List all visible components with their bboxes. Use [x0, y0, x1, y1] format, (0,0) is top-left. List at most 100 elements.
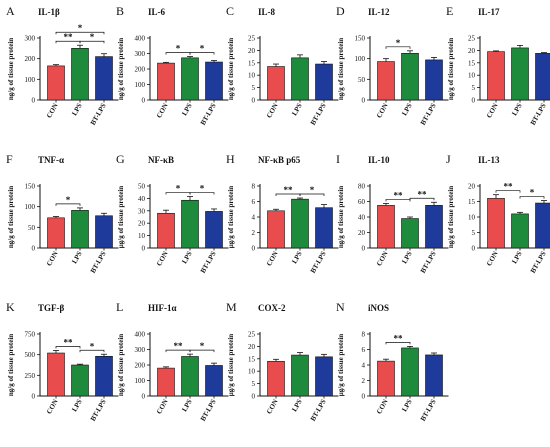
y-tick-label: 100 [25, 203, 36, 211]
panel-letter: J [446, 152, 451, 166]
y-tick-label: 500 [25, 351, 36, 359]
y-tick-label: 20 [138, 220, 146, 228]
y-axis-label: ng/g of tissue protein [7, 334, 15, 396]
bar-lps [511, 213, 529, 249]
significance-bracket [385, 199, 411, 202]
bar-bt-lps [95, 215, 113, 249]
y-tick-label: 300 [25, 35, 36, 43]
bar-con [377, 205, 395, 249]
y-axis-label: ng/g of tissue protein [117, 38, 125, 100]
bar-bt-lps [425, 205, 443, 249]
x-tick-label: CON [155, 250, 170, 267]
panel-title: IL-12 [368, 7, 390, 17]
x-tick-label: BT-LPS [89, 102, 108, 127]
y-tick-label: 15 [248, 355, 256, 363]
bar-lps [401, 218, 419, 249]
panel-title: iNOS [368, 303, 389, 313]
y-tick-label: 40 [358, 214, 366, 222]
x-tick-label: LPS [70, 102, 83, 117]
x-tick-label: LPS [400, 250, 413, 265]
bar-con [487, 51, 505, 101]
panel-letter: K [6, 300, 15, 314]
significance-label: * [176, 44, 181, 54]
panel-i: I IL-10 ng/g of tissue protein 0 20 40 60 80 CON… [336, 152, 449, 275]
y-tick-label: 0 [142, 97, 146, 105]
panel-g: G NF-κB μg/g of tissue protein 0 10 20 30 40 50 C… [116, 152, 229, 275]
y-tick-label: 30 [138, 207, 146, 215]
y-tick-label: 6 [252, 198, 256, 206]
y-tick-label: 0 [252, 245, 256, 253]
bar-lps [181, 356, 199, 397]
y-tick-label: 40 [138, 195, 146, 203]
y-tick-label: 15 [248, 59, 256, 67]
x-tick-label: BT-LPS [529, 102, 548, 127]
y-tick-label: 4 [252, 214, 256, 222]
y-axis-label: ng/g of tissue protein [447, 38, 455, 100]
significance-bracket [519, 196, 545, 199]
panel-letter: A [6, 4, 15, 18]
panel-j: J IL-13 ng/g of tissue protein 0 5 10 15 20 CON L… [446, 152, 550, 275]
y-tick-label: 400 [135, 35, 146, 43]
x-tick-label: LPS [70, 398, 83, 413]
y-tick-label: 5 [252, 380, 256, 388]
y-axis-label: μg/g of tissue protein [337, 334, 345, 396]
x-tick-label: CON [375, 250, 390, 267]
bar-lps [71, 364, 89, 397]
bar-lps [181, 57, 199, 101]
significance-label: ** [394, 333, 404, 343]
y-tick-label: 0 [362, 393, 366, 401]
y-axis-label: ng/g of tissue protein [227, 38, 235, 100]
significance-bracket [385, 342, 411, 345]
significance-bracket [385, 46, 411, 49]
y-tick-label: 20 [248, 47, 256, 55]
bar-lps [181, 199, 199, 249]
bar-con [377, 360, 395, 397]
panel-title: NF-κB [148, 155, 174, 165]
y-tick-label: 20 [358, 229, 366, 237]
x-tick-label: CON [375, 398, 390, 415]
x-tick-label: BT-LPS [199, 102, 218, 127]
panel-title: TNF-α [38, 155, 64, 165]
significance-bracket [189, 52, 215, 55]
panel-letter: B [116, 4, 124, 18]
y-tick-label: 80 [358, 183, 366, 191]
panel-title: IL-13 [478, 155, 500, 165]
y-axis-label: ng/g of tissue protein [337, 38, 345, 100]
y-tick-label: 25 [248, 35, 256, 43]
bar-bt-lps [425, 59, 443, 101]
panel-letter: E [446, 4, 453, 18]
significance-bracket [409, 197, 435, 201]
y-tick-label: 100 [135, 377, 146, 385]
x-tick-label: CON [45, 398, 60, 415]
x-tick-label: BT-LPS [309, 398, 328, 423]
y-tick-label: 750 [25, 331, 36, 339]
y-tick-label: 100 [135, 81, 146, 89]
y-tick-label: 400 [135, 331, 146, 339]
y-axis-label: ng/g of tissue protein [7, 38, 15, 100]
x-tick-label: BT-LPS [309, 250, 328, 275]
y-tick-label: 0 [32, 97, 36, 105]
bar-con [157, 367, 175, 397]
x-tick-label: CON [155, 102, 170, 119]
significance-label: * [176, 184, 181, 194]
x-tick-label: CON [485, 250, 500, 267]
y-axis-label: ng/g of tissue protein [117, 334, 125, 396]
bar-bt-lps [425, 354, 443, 397]
panel-title: NF-κB p65 [258, 155, 301, 165]
significance-label: ** [504, 182, 514, 192]
x-tick-label: CON [45, 250, 60, 267]
panel-d: D IL-12 ng/g of tissue protein 0 50 100 150 CON… [336, 4, 449, 127]
bar-lps [291, 57, 309, 101]
y-tick-label: 0 [252, 97, 256, 105]
x-tick-label: BT-LPS [419, 250, 438, 275]
y-tick-label: 5 [472, 84, 476, 92]
panel-b: B IL-6 ng/g of tissue protein 0 100 200 300 400… [116, 4, 229, 127]
bar-lps [291, 198, 309, 249]
panel-k: K TGF-β ng/g of tissue protein 0 250 500 750 CO… [6, 300, 119, 423]
significance-bracket [189, 192, 215, 195]
bar-lps [511, 47, 529, 101]
y-tick-label: 0 [472, 245, 476, 253]
significance-bracket [79, 40, 105, 44]
significance-bracket [55, 346, 81, 349]
bar-bt-lps [95, 356, 113, 397]
